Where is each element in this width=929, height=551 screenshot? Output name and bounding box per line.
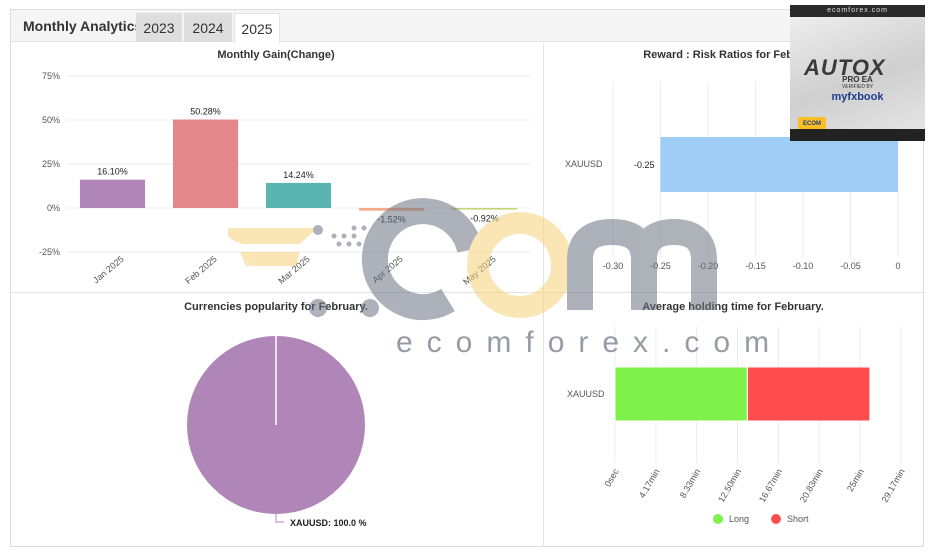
x-tick-label: Mar 2025 [276, 254, 312, 286]
x-tick-label: 12.50min [716, 467, 743, 504]
bar [79, 179, 146, 208]
bar-value-label: -0.25 [634, 160, 655, 170]
reward-risk-chart: Reward : Risk Ratios for February. -0.30… [565, 49, 901, 271]
x-tick-label: 16.67min [757, 467, 784, 504]
autox-banner: ecomforex.com AUTOX PRO EA VERIFIED BY m… [790, 5, 925, 141]
myfxbook-logo: myfxbook [831, 91, 884, 103]
monthly-gain-chart: Monthly Gain(Change) 75% 50% 25% 0% -25% 16.1… [39, 49, 531, 287]
x-tick-label: 29.17min [880, 467, 907, 504]
banner-edition: PRO EA [842, 75, 873, 84]
x-tick-label: Apr 2025 [370, 254, 404, 285]
analytics-panel: Monthly Analytics 2023 2024 2025 [10, 9, 924, 547]
x-tick-label: 8.33min [678, 467, 703, 500]
x-tick-label: -0.25 [650, 261, 671, 271]
x-tick-label: Jan 2025 [91, 254, 126, 285]
bar [746, 366, 871, 422]
x-tick-label: 0 [895, 261, 900, 271]
x-tick-label: 20.83min [798, 467, 825, 504]
banner-footer [790, 129, 925, 141]
x-tick-label: -0.30 [603, 261, 624, 271]
x-tick-label: 25min [845, 467, 866, 493]
x-tick-label: May 2025 [461, 254, 498, 287]
y-tick-label: XAUUSD [565, 159, 603, 169]
currencies-pie-chart: Currencies popularity for February. XAUU… [184, 301, 368, 528]
x-tick-label: -0.20 [698, 261, 719, 271]
tab-2025[interactable]: 2025 [234, 13, 280, 43]
bar-value-label: 50.28% [190, 107, 221, 117]
bar-value-label: -0.92% [470, 214, 499, 224]
y-tick-label: 75% [42, 71, 60, 81]
holding-time-title: Average holding time for February. [642, 301, 824, 313]
y-tick-label: 25% [42, 159, 60, 169]
bar-value-label: 14.24% [283, 170, 314, 180]
x-tick-label: Feb 2025 [183, 254, 219, 286]
autox-logo: AUTOX [804, 55, 886, 80]
bar-value-label: 16.10% [97, 167, 128, 177]
holding-time-chart: Average holding time for February. 0sec 4… [567, 301, 907, 524]
reward-risk-title: Reward : Risk Ratios for February. [643, 49, 823, 61]
banner-site: ecomforex.com [790, 5, 925, 17]
bar [358, 208, 425, 211]
legend-marker [713, 514, 723, 524]
bar [660, 137, 898, 192]
x-tick-label: -0.15 [745, 261, 766, 271]
bar [172, 119, 239, 208]
pie-slice-label: XAUUSD: 100.0 % [290, 518, 367, 528]
ecom-badge: ECOM [798, 117, 826, 131]
x-tick-label: 0sec [603, 467, 621, 489]
legend-label: Long [729, 514, 749, 524]
bar [265, 182, 332, 208]
x-tick-label: -0.05 [840, 261, 861, 271]
tab-2024[interactable]: 2024 [184, 13, 232, 42]
x-tick-label: 4.17min [637, 467, 662, 500]
tab-bar: Monthly Analytics 2023 2024 2025 [11, 10, 923, 43]
monthly-gain-title: Monthly Gain(Change) [217, 49, 335, 61]
tab-2023[interactable]: 2023 [136, 13, 182, 42]
bar [614, 366, 748, 422]
pie-label-line [275, 514, 284, 523]
currencies-title: Currencies popularity for February. [184, 301, 368, 313]
y-tick-label: XAUUSD [567, 389, 605, 399]
page-title: Monthly Analytics [23, 18, 143, 34]
bar-value-label: -1.52% [377, 215, 406, 225]
y-tick-label: -25% [39, 247, 60, 257]
legend-marker [771, 514, 781, 524]
y-tick-label: 50% [42, 115, 60, 125]
banner-verified: VERIFIED BY [841, 84, 874, 90]
x-tick-label: -0.10 [793, 261, 814, 271]
legend-label: Short [787, 514, 809, 524]
y-tick-label: 0% [47, 203, 60, 213]
bar [451, 208, 518, 210]
